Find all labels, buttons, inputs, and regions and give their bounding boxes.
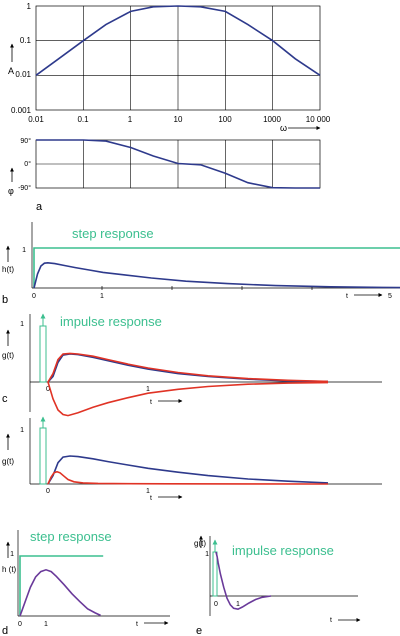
panel-label-c: c xyxy=(2,393,8,405)
step-input-line xyxy=(33,247,400,288)
y-axis-label: g(t) xyxy=(194,539,206,548)
panel-label-e: e xyxy=(196,625,202,636)
x-tick-label: 1 xyxy=(146,488,150,495)
impulse-response-red-curve xyxy=(47,352,329,383)
step-input-line xyxy=(19,555,104,616)
x-tick-label: 0 xyxy=(32,293,36,300)
y-tick-label: 1 xyxy=(20,321,24,328)
x-tick-label: 0.01 xyxy=(28,115,44,124)
x-tick-label: 1000 xyxy=(263,115,281,124)
y-axis-label: A xyxy=(8,66,14,76)
x-tick-label: 100 xyxy=(218,115,232,124)
panel-a-phase: 90° 0° -90° φ a xyxy=(8,137,321,213)
x-axis-label: t xyxy=(136,621,138,628)
x-tick-label: 1 xyxy=(44,621,48,628)
impulse-response-curve xyxy=(215,551,272,611)
x-tick-label: 5 xyxy=(388,293,392,300)
x-tick-label: 0.1 xyxy=(77,115,89,124)
chart-title: impulse response xyxy=(60,314,162,329)
y-tick-label: -90° xyxy=(18,184,31,192)
x-tick-label: 1 xyxy=(146,386,150,393)
impulse-response-red-negative-curve xyxy=(47,381,329,417)
x-tick-label: 0 xyxy=(214,601,218,608)
y-axis-label: φ xyxy=(8,186,14,196)
y-axis-label: h (t) xyxy=(2,565,17,574)
step-response-curve xyxy=(19,568,101,617)
impulse-response-blue-curve xyxy=(47,455,329,485)
x-tick-label: 0 xyxy=(46,488,50,495)
y-tick-label: 0.001 xyxy=(11,106,32,115)
y-tick-label: 1 xyxy=(22,247,26,254)
y-tick-label: 1 xyxy=(20,427,24,434)
x-axis-label: t xyxy=(150,495,152,502)
y-tick-label: 0.1 xyxy=(20,36,32,45)
x-tick-label: 0 xyxy=(18,621,22,628)
phase-curve xyxy=(36,139,320,189)
impulse-response-blue-curve xyxy=(47,353,329,383)
magnitude-curve xyxy=(35,5,321,76)
chart-title: impulse response xyxy=(232,543,334,558)
impulse-pulse xyxy=(212,551,218,597)
x-tick-label: 1 xyxy=(128,115,133,124)
magnitude-y-ticks: 1 0.1 0.01 0.001 xyxy=(11,2,32,115)
x-tick-label: 0 xyxy=(46,386,50,393)
x-axis-label: t xyxy=(346,293,348,300)
magnitude-x-ticks: 0.01 0.1 1 10 100 1000 10 000 xyxy=(28,115,331,124)
x-tick-label: 1 xyxy=(100,293,104,300)
panel-b: step response 1 h(t) 0 1 5 t b xyxy=(2,222,400,306)
y-axis-label: g(t) xyxy=(2,351,14,360)
panel-a-magnitude: 1 0.1 0.01 0.001 0.01 0.1 1 10 100 1000 … xyxy=(8,2,331,133)
panel-label-a: a xyxy=(36,201,43,213)
panel-c2: 1 g(t) 0 1 t xyxy=(2,416,382,502)
impulse-response-red-curve xyxy=(47,470,329,485)
y-tick-label: 90° xyxy=(20,137,31,145)
chart-title: step response xyxy=(30,529,112,544)
x-axis-label: t xyxy=(150,399,152,406)
y-tick-label: 1 xyxy=(205,551,209,558)
y-axis-label: h(t) xyxy=(2,265,14,274)
panel-label-d: d xyxy=(2,625,8,636)
y-tick-label: 0° xyxy=(24,160,31,168)
panel-e: impulse response 1 g(t) 0 1 t e xyxy=(194,535,361,636)
x-tick-label: 1 xyxy=(236,601,240,608)
impulse-pulse xyxy=(39,427,47,485)
x-axis-label: ω xyxy=(280,123,287,133)
x-tick-label: 10 000 xyxy=(306,115,331,124)
magnitude-grid xyxy=(36,6,320,110)
y-tick-label: 1 xyxy=(10,551,14,558)
panel-label-b: b xyxy=(2,294,8,306)
x-tick-label: 10 xyxy=(174,115,183,124)
step-response-curve xyxy=(33,261,400,289)
panel-c: impulse response 1 g(t) 0 1 t c xyxy=(2,313,382,417)
x-axis-label: t xyxy=(330,617,332,624)
panel-d: step response 1 h (t) 0 1 t d xyxy=(2,529,170,636)
y-tick-label: 1 xyxy=(27,2,32,11)
chart-title: step response xyxy=(72,226,154,241)
impulse-pulse xyxy=(39,325,47,383)
y-axis-label: g(t) xyxy=(2,457,14,466)
y-tick-label: 0.01 xyxy=(15,70,31,79)
